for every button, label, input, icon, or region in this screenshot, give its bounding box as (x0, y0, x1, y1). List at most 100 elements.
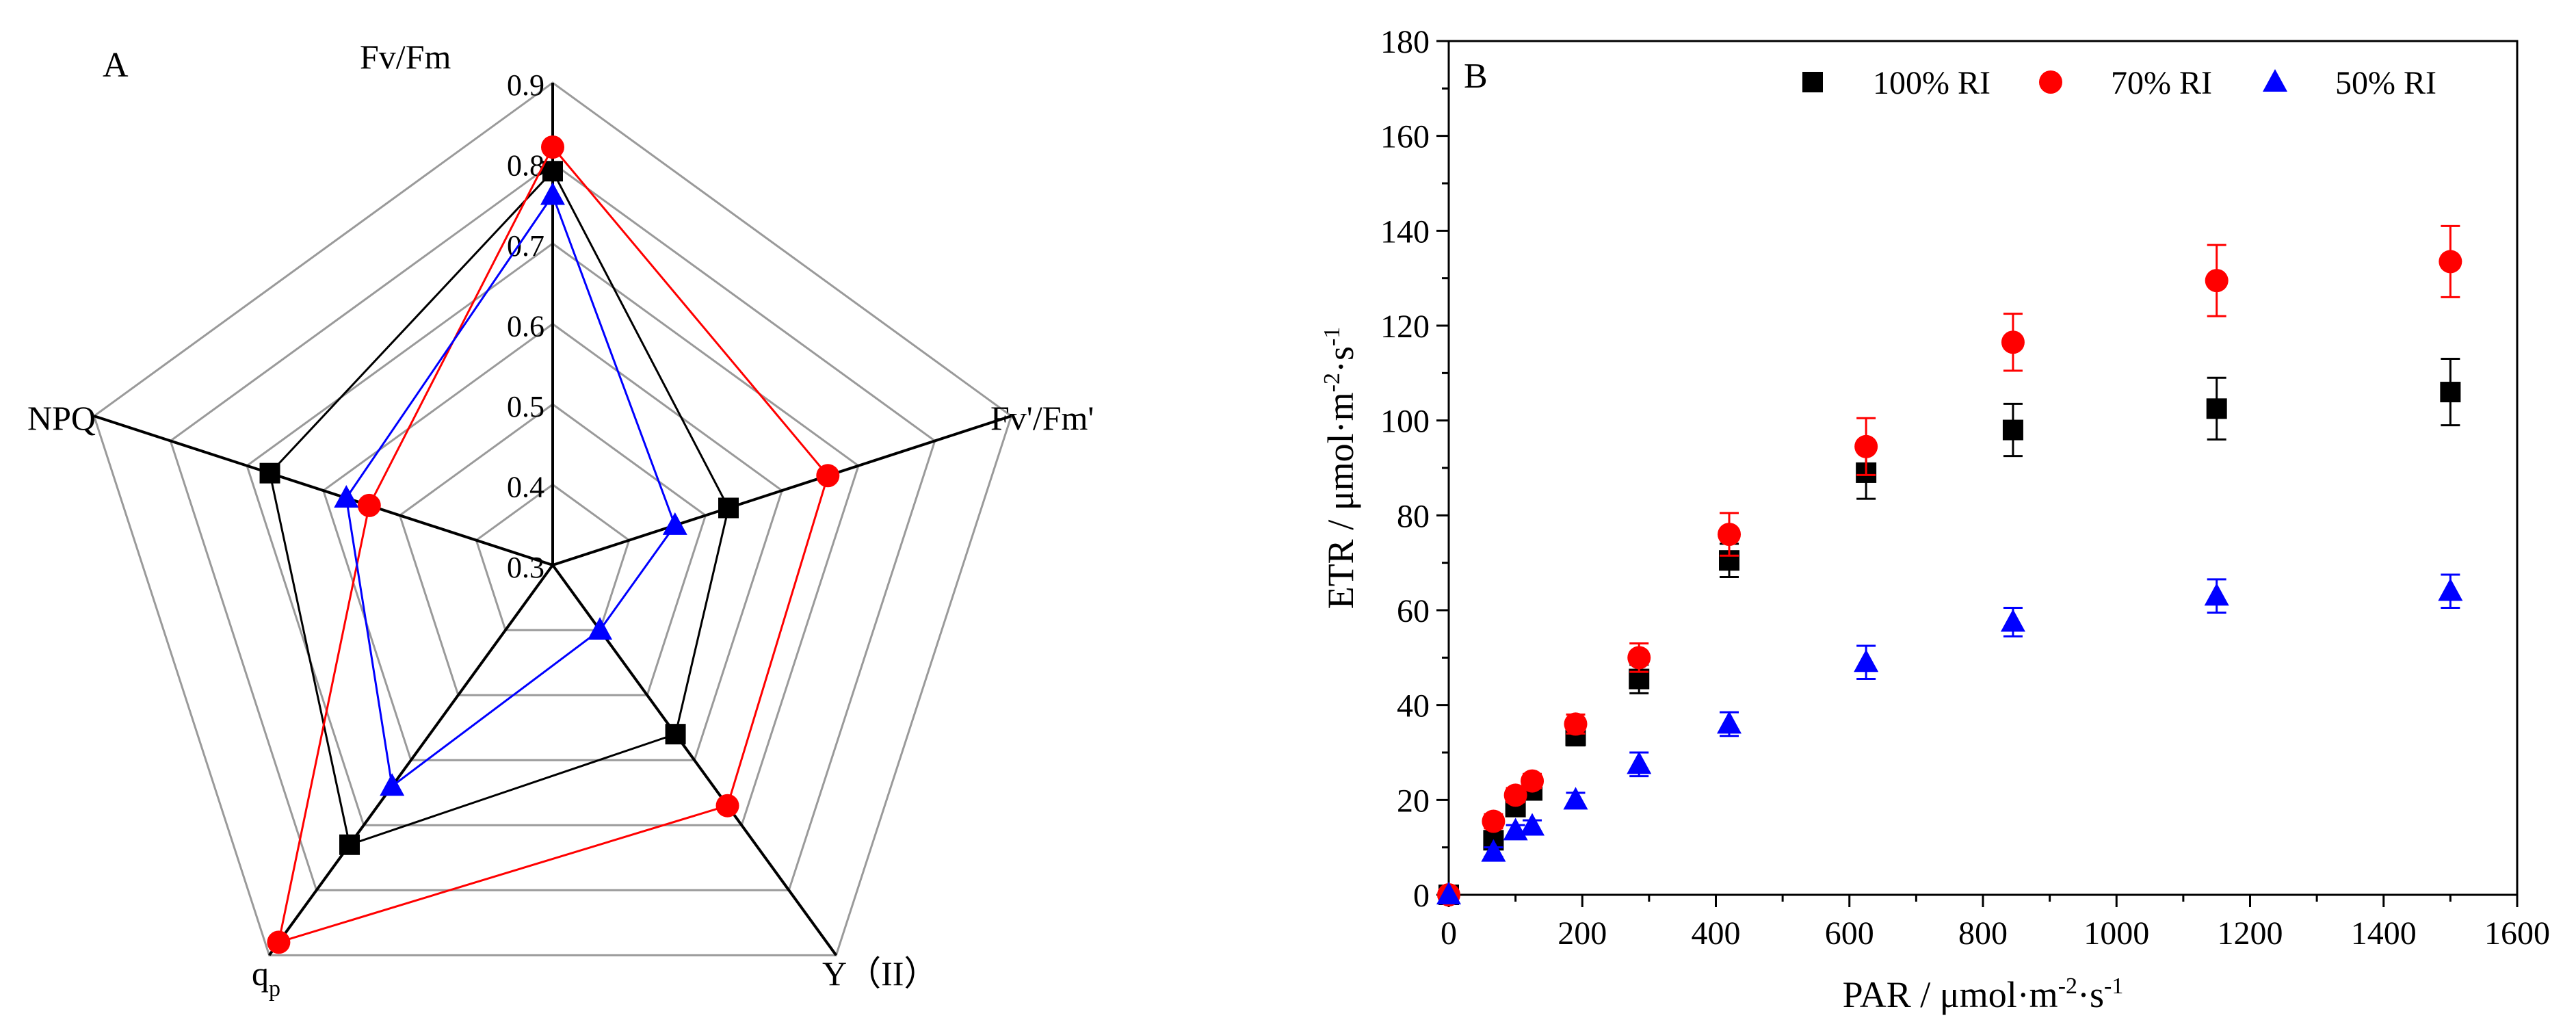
radar-tick-label: 0.8 (507, 149, 544, 183)
legend-label: 100% RI (1873, 65, 1990, 101)
y-tick-label: 180 (1380, 24, 1430, 60)
data-point (2204, 583, 2229, 606)
x-tick-label: 1600 (2484, 915, 2550, 952)
y-tick-label: 140 (1380, 213, 1430, 250)
radar-tick-label: 0.6 (507, 310, 544, 343)
radar-axis-line (267, 564, 554, 956)
data-point (2205, 269, 2229, 293)
data-point (1436, 882, 1461, 904)
radar-tick-label: 0.3 (507, 551, 544, 584)
x-tick-label: 1200 (2218, 915, 2283, 952)
radar-data-point (259, 462, 280, 484)
data-point (1503, 783, 1527, 807)
radar-data-point (665, 724, 686, 745)
y-tick-label: 60 (1397, 593, 1430, 629)
radar-grid (92, 81, 1013, 956)
panel-label-b: B (1464, 57, 1488, 96)
data-point (1627, 646, 1651, 670)
radar-data-point (334, 484, 359, 508)
data-point (2440, 382, 2461, 403)
x-tick-label: 400 (1692, 915, 1741, 952)
radar-chart: 0.30.40.50.60.70.80.9 Fv/Fm Fv'/Fm' Y（II… (27, 38, 1094, 1002)
x-axis-title: PAR / μmol·m-2·s-1 (1843, 973, 2124, 1015)
radar-data-point (718, 497, 739, 519)
x-tick-label: 0 (1441, 915, 1457, 952)
data-point (2002, 419, 2023, 441)
x-tick-label: 1400 (2351, 915, 2417, 952)
radar-data-point (715, 794, 739, 818)
radar-grid-ring (321, 322, 784, 761)
radar-label-fvfm: Fv/Fm (360, 38, 451, 76)
radar-tick-label: 0.9 (507, 68, 544, 102)
data-point (1563, 787, 1588, 810)
x-tick-label: 1000 (2084, 915, 2149, 952)
radar-series-outline (277, 145, 829, 944)
scatter-chart: 0 200 400 600 800 1000 1200 1400 1600 0 20 40 60 80 1… (1319, 24, 2550, 1015)
radar-series-outline (345, 193, 676, 788)
y-tick-label: 120 (1380, 309, 1430, 345)
data-point (2438, 578, 2463, 601)
x-tick-label: 800 (1958, 915, 2008, 952)
legend-marker (2263, 69, 2287, 92)
data-point (1627, 751, 1652, 774)
y-tick-label: 0 (1413, 878, 1430, 914)
data-point (1718, 523, 1742, 547)
radar-data-point (380, 773, 405, 796)
radar-data-point (541, 135, 564, 159)
x-tick-label: 600 (1825, 915, 1874, 952)
radar-grid-ring (92, 81, 1013, 956)
legend-label: 70% RI (2111, 65, 2212, 101)
radar-grid-ring (475, 483, 631, 631)
radar-tick-label: 0.5 (507, 390, 544, 423)
radar-label-qp: qp (252, 954, 280, 1002)
data-point (1717, 711, 1742, 734)
radar-axis-line (552, 415, 1012, 566)
data-point (1854, 649, 1879, 672)
x-tick-label: 200 (1558, 915, 1607, 952)
data-point (1482, 809, 1506, 833)
radar-grid-ring (246, 242, 860, 826)
y-tick-label: 20 (1397, 783, 1430, 819)
y-tick-label: 160 (1380, 119, 1430, 155)
legend-marker (2039, 70, 2062, 94)
radar-label-npq: NPQ (27, 399, 96, 437)
radar-tick-labels: 0.30.40.50.60.70.80.9 (507, 68, 544, 584)
radar-axes (93, 83, 1012, 956)
data-point (1481, 839, 1506, 862)
legend-marker (1802, 72, 1823, 92)
y-axis-title: ETR / μmol·m-2·s-1 (1319, 327, 1361, 610)
radar-axis-labels: Fv/Fm Fv'/Fm' Y（II） qp NPQ (27, 38, 1094, 1002)
radar-data-point (816, 464, 840, 488)
data-point (1521, 769, 1545, 793)
radar-data-point (339, 834, 360, 855)
radar-label-fvpfmp: Fv'/Fm' (990, 399, 1094, 437)
radar-data-point (357, 493, 381, 517)
y-axis-ticks: 0 20 40 60 80 100 120 140 160 180 (1380, 24, 1449, 914)
radar-data-point (588, 617, 613, 640)
data-point (1564, 712, 1588, 736)
y-tick-label: 100 (1380, 404, 1430, 440)
radar-label-yii: Y（II） (822, 954, 938, 993)
scatter-series (1436, 224, 2463, 906)
radar-grid-ring (169, 161, 936, 891)
radar-series (259, 135, 840, 954)
plot-frame (1447, 40, 2519, 896)
legend: 100% RI 70% RI 50% RI (1802, 65, 2436, 101)
data-point (1520, 813, 1545, 836)
panel-label-a: A (103, 46, 129, 85)
legend-label: 50% RI (2335, 65, 2436, 101)
x-axis-ticks: 0 200 400 600 800 1000 1200 1400 1600 (1441, 895, 2550, 952)
radar-data-point (662, 512, 687, 535)
radar-grid-ring (398, 403, 707, 696)
radar-data-point (540, 182, 565, 205)
data-point (1854, 434, 1878, 458)
data-point (2206, 398, 2227, 419)
y-tick-label: 40 (1397, 688, 1430, 724)
radar-data-point (267, 930, 291, 954)
radar-data-point (542, 161, 563, 182)
data-point (2001, 330, 2025, 354)
radar-series-outline (268, 169, 730, 846)
data-point (2439, 250, 2462, 274)
y-tick-label: 80 (1397, 498, 1430, 534)
